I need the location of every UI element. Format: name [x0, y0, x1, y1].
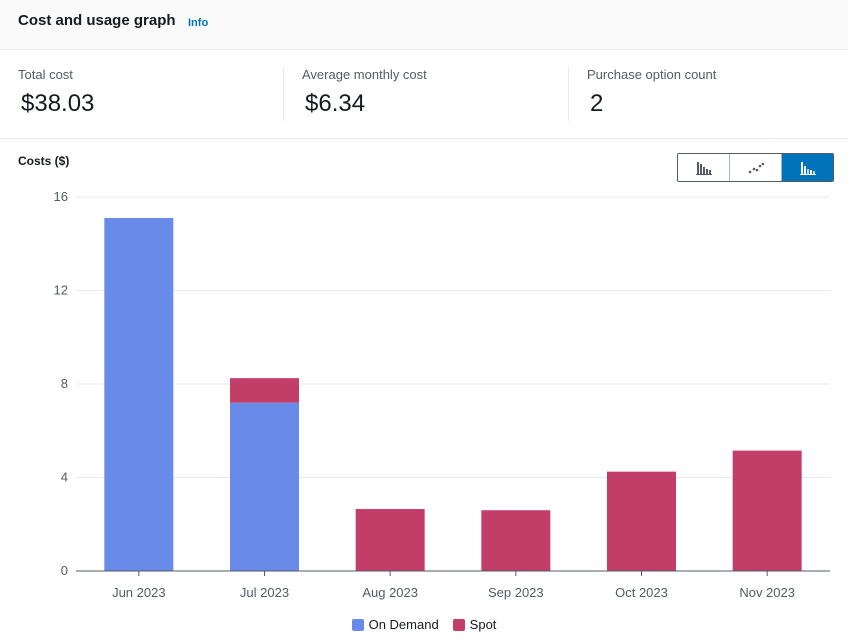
- x-tick-label: Aug 2023: [362, 585, 418, 600]
- bar-spot: [481, 510, 551, 571]
- x-tick-label: Jul 2023: [240, 585, 289, 600]
- legend-item-spot[interactable]: Spot: [452, 617, 497, 632]
- y-tick-label: 16: [54, 189, 68, 204]
- bar-chart-button[interactable]: [678, 154, 730, 181]
- metric-label: Total cost: [18, 67, 73, 82]
- header: Cost and usage graph Info: [0, 0, 848, 50]
- line-chart-button[interactable]: [730, 154, 782, 181]
- legend-label: On Demand: [368, 617, 439, 632]
- y-tick-label: 8: [61, 376, 68, 391]
- y-tick-label: 0: [61, 563, 68, 578]
- info-link[interactable]: Info: [188, 17, 209, 29]
- bar-on-demand: [230, 402, 299, 571]
- bar-chart-icon: [695, 161, 712, 175]
- x-tick-label: Oct 2023: [615, 585, 668, 600]
- metric-value: $6.34: [305, 90, 366, 117]
- page-title: Cost and usage graph: [18, 12, 176, 29]
- bar-spot: [607, 471, 676, 571]
- legend-label: Spot: [469, 617, 497, 632]
- cost-chart: 0 4 8 12 16 Jun 2023 Jul 2023 Aug 2023 Sep 2023 O…: [54, 189, 830, 600]
- bar-spot: [355, 509, 425, 571]
- metric-divider: [283, 67, 284, 121]
- y-axis-title: Costs ($): [18, 154, 70, 168]
- bar-spot: [230, 378, 299, 403]
- x-tick-label: Sep 2023: [488, 585, 544, 600]
- chart-legend: On Demand Spot: [0, 617, 848, 632]
- metric-label: Purchase option count: [587, 67, 717, 82]
- bar-on-demand: [104, 218, 174, 571]
- stacked-bar-chart-button[interactable]: [782, 154, 833, 181]
- y-tick-label: 4: [61, 470, 68, 485]
- legend-swatch: [452, 618, 465, 631]
- line-chart-icon: [748, 162, 764, 173]
- legend-swatch: [351, 618, 364, 631]
- metric-average-monthly-cost: Average monthly cost $6.34: [302, 67, 427, 118]
- chart-type-toggle: [677, 153, 834, 182]
- x-tick-label: Nov 2023: [739, 585, 795, 600]
- metric-label: Average monthly cost: [302, 67, 427, 82]
- x-tick-label: Jun 2023: [112, 585, 166, 600]
- metric-value: $38.03: [21, 90, 95, 117]
- bar-spot: [732, 450, 802, 571]
- y-tick-label: 12: [54, 283, 68, 298]
- metric-value: 2: [590, 90, 604, 117]
- legend-item-on-demand[interactable]: On Demand: [351, 617, 439, 632]
- metric-divider: [568, 67, 569, 121]
- metric-total-cost: Total cost $38.03: [18, 67, 94, 118]
- metric-purchase-option-count: Purchase option count 2: [587, 67, 716, 118]
- metrics-row: Total cost $38.03 Average monthly cost $…: [0, 51, 848, 139]
- stacked-bar-chart-icon: [799, 161, 816, 175]
